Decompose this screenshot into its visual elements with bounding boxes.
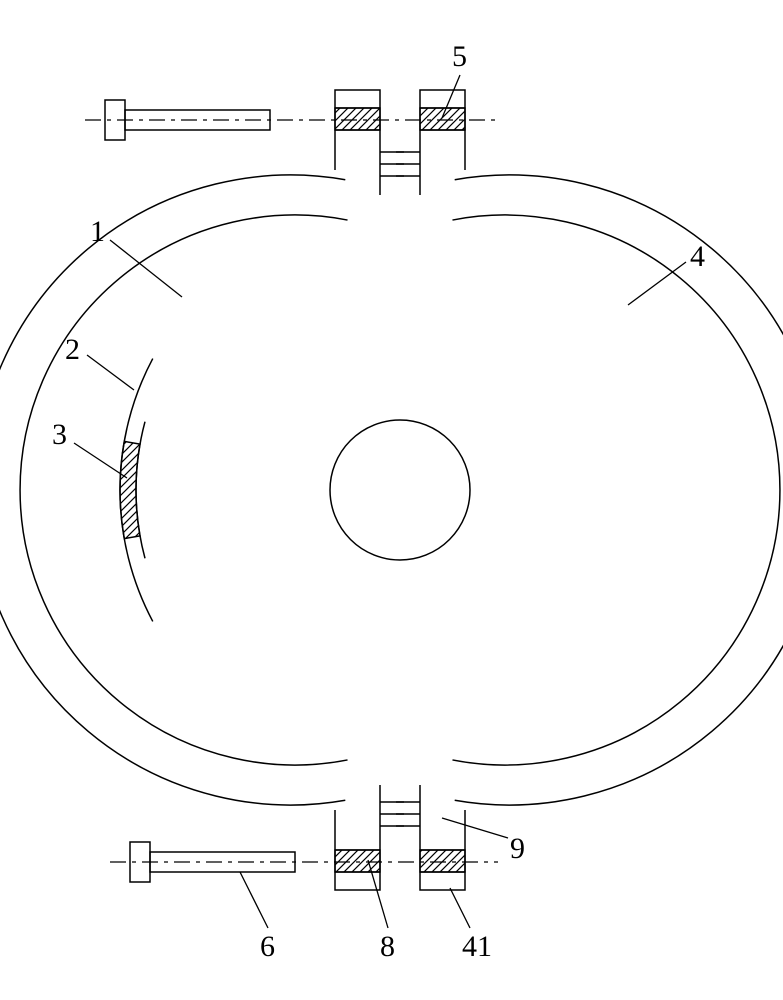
callout-1: 1 xyxy=(90,215,105,249)
callout-5: 5 xyxy=(452,40,467,74)
callout-9: 9 xyxy=(510,832,525,866)
callout-3: 3 xyxy=(52,418,67,452)
callout-2: 2 xyxy=(65,333,80,367)
callout-4: 4 xyxy=(690,240,705,274)
technical-drawing xyxy=(0,0,783,1000)
callout-8: 8 xyxy=(380,930,395,964)
callout-41: 41 xyxy=(462,930,492,964)
callout-6: 6 xyxy=(260,930,275,964)
